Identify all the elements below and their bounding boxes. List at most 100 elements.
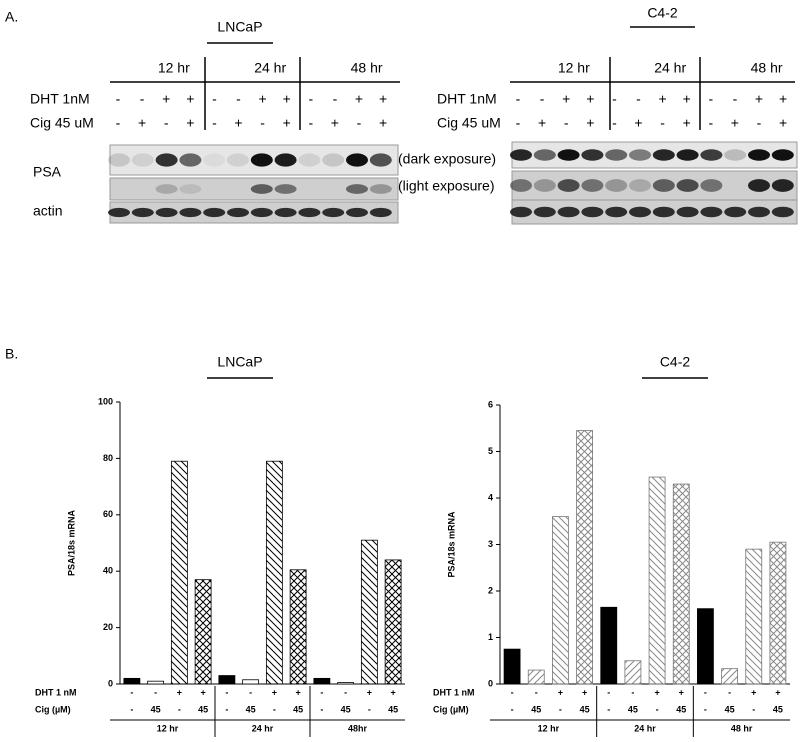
bar (745, 548, 763, 685)
cell-line-label: C4-2 (647, 5, 678, 21)
sign: + (259, 91, 267, 107)
sign: - (130, 704, 133, 714)
band (298, 153, 321, 167)
bar (123, 677, 141, 685)
sign: 45 (725, 704, 735, 714)
sign: - (708, 115, 713, 131)
bar (527, 669, 545, 685)
group-label: 24 hr (252, 723, 274, 733)
band (155, 207, 178, 218)
sign: + (367, 687, 372, 697)
sign: - (225, 704, 228, 714)
band (369, 207, 392, 218)
bar (769, 541, 787, 685)
sign: + (331, 115, 339, 131)
sign: + (272, 687, 277, 697)
sign: - (116, 115, 121, 131)
sign: - (612, 115, 617, 131)
group-label: 24 hr (634, 723, 656, 733)
sign: + (683, 115, 691, 131)
sign: + (634, 115, 642, 131)
band (629, 206, 651, 218)
band (250, 184, 273, 194)
sign: + (683, 91, 691, 107)
bar (360, 539, 378, 685)
sign: - (320, 704, 323, 714)
sign: - (540, 91, 545, 107)
band (179, 207, 202, 218)
exposure-label: (dark exposure) (398, 151, 496, 167)
sign: + (186, 115, 194, 131)
sign: + (775, 687, 780, 697)
y-tick-label: 100 (98, 396, 113, 406)
band (771, 206, 794, 218)
sign: + (779, 115, 787, 131)
sign: - (357, 115, 362, 131)
sign: + (283, 91, 291, 107)
band (510, 149, 532, 161)
group-label: 12 hr (157, 723, 179, 733)
band (108, 207, 130, 218)
sign: - (116, 91, 121, 107)
sign: + (200, 687, 205, 697)
band (346, 184, 368, 194)
sign: 45 (246, 704, 256, 714)
sign: + (355, 91, 363, 107)
time-label: 12 hr (158, 60, 190, 76)
sign: - (607, 687, 610, 697)
sign: + (586, 91, 594, 107)
sign: - (511, 704, 514, 714)
sign: - (212, 91, 217, 107)
bar (218, 675, 236, 685)
bar (721, 668, 738, 685)
band (203, 153, 226, 167)
sign: - (130, 687, 133, 697)
sign: - (516, 91, 521, 107)
chart-title: LNCaP (217, 354, 262, 370)
band (179, 184, 202, 194)
band (581, 179, 604, 192)
sign: 45 (580, 704, 590, 714)
sign: - (368, 704, 371, 714)
bar (242, 679, 260, 685)
sign: - (612, 91, 617, 107)
row-label: actin (33, 203, 63, 219)
row-label: Cig 45 uM (437, 115, 501, 131)
group-label: 12 hr (538, 723, 560, 733)
band (605, 206, 628, 218)
band (581, 206, 604, 218)
bar (170, 460, 188, 685)
sign: + (562, 91, 570, 107)
bar (624, 660, 642, 685)
sign: - (704, 687, 707, 697)
band (652, 206, 675, 218)
band (274, 207, 297, 218)
band (700, 206, 723, 218)
sign: + (538, 115, 546, 131)
sign: - (631, 687, 634, 697)
sign: + (138, 115, 146, 131)
sign: + (755, 91, 763, 107)
sign: - (564, 115, 569, 131)
band (346, 207, 368, 218)
bar (697, 608, 714, 685)
band (510, 179, 532, 192)
y-tick-label: 40 (103, 566, 113, 576)
band (298, 207, 321, 218)
y-tick-label: 5 (488, 446, 493, 456)
sign: 45 (151, 704, 161, 714)
band (155, 184, 178, 194)
band (322, 153, 345, 167)
bar (147, 680, 165, 685)
sign: + (295, 687, 300, 697)
sign: + (379, 115, 387, 131)
band (369, 153, 392, 167)
sign: - (273, 704, 276, 714)
time-label: 24 hr (654, 60, 686, 76)
time-label: 48 hr (751, 60, 783, 76)
sign: + (679, 687, 684, 697)
sign: + (659, 91, 667, 107)
sign: 45 (198, 704, 208, 714)
row-label: Cig (µM) (433, 704, 469, 714)
